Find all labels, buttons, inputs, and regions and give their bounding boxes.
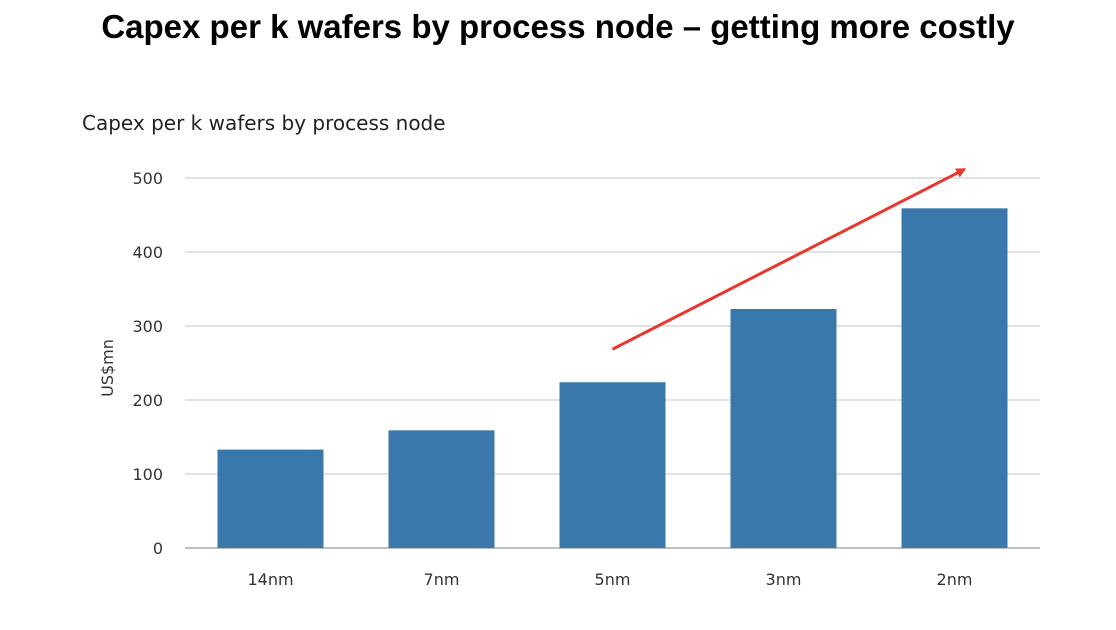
x-tick-labels: 14nm 7nm 5nm 3nm 2nm xyxy=(247,570,972,589)
y-tick-label: 400 xyxy=(132,243,163,262)
x-tick-label: 3nm xyxy=(766,570,802,589)
y-tick-label: 100 xyxy=(132,465,163,484)
bar-14nm xyxy=(217,449,324,548)
bar-7nm xyxy=(388,430,495,548)
y-tick-labels: 0 100 200 300 400 500 xyxy=(132,169,163,558)
bar-5nm xyxy=(559,382,666,548)
bar-2nm xyxy=(901,208,1008,548)
x-tick-label: 2nm xyxy=(937,570,973,589)
x-tick-label: 5nm xyxy=(595,570,631,589)
bar-3nm xyxy=(730,308,837,548)
y-tick-label: 0 xyxy=(153,539,163,558)
x-tick-label: 7nm xyxy=(424,570,460,589)
y-tick-label: 300 xyxy=(132,317,163,336)
chart-title: Capex per k wafers by process node xyxy=(82,111,446,135)
trend-arrow xyxy=(611,168,967,351)
y-tick-label: 500 xyxy=(132,169,163,188)
page-title: Capex per k wafers by process node – get… xyxy=(101,8,1015,45)
x-tick-label: 14nm xyxy=(247,570,293,589)
y-tick-label: 200 xyxy=(132,391,163,410)
y-axis-label: US$mn xyxy=(98,339,117,397)
bars xyxy=(217,208,1008,548)
